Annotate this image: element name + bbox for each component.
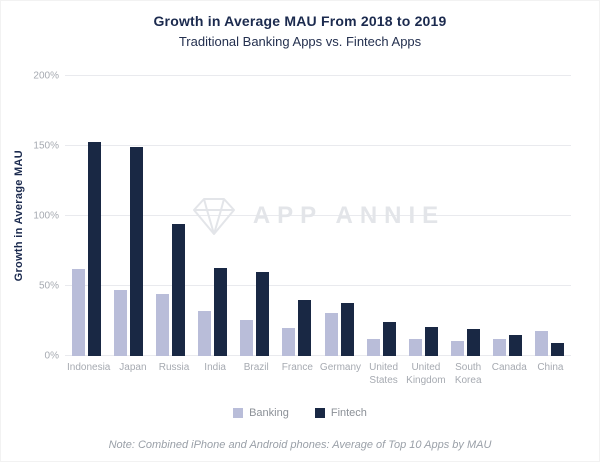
- bar-banking: [451, 340, 465, 356]
- x-axis-label: United States: [369, 362, 399, 386]
- bar-fintech: [171, 224, 185, 356]
- legend-label-banking: Banking: [249, 407, 289, 419]
- bar-group: [487, 76, 529, 356]
- x-axis-label: United Kingdom: [406, 362, 446, 386]
- bar-banking: [366, 339, 380, 356]
- chart-title: Growth in Average MAU From 2018 to 2019: [153, 13, 447, 29]
- legend: Banking Fintech: [1, 407, 599, 419]
- x-axis-label: Indonesia: [67, 362, 111, 373]
- bar-banking: [535, 330, 549, 356]
- x-axis-label: Canada: [491, 362, 527, 373]
- bar-group: [234, 76, 276, 356]
- bars-row: [65, 76, 571, 356]
- bar-group: [360, 76, 402, 356]
- bar-fintech: [298, 300, 312, 356]
- x-axis-label: Germany: [319, 362, 362, 373]
- y-axis-title-text: Growth in Average MAU: [13, 150, 25, 282]
- bar-fintech: [551, 343, 565, 356]
- bar-group: [65, 76, 107, 356]
- x-axis-label: India: [204, 362, 226, 373]
- x-axis-label: South Korea: [454, 362, 482, 386]
- y-tick-label: 100%: [33, 210, 59, 222]
- x-axis-label: Japan: [119, 362, 147, 373]
- bar-fintech: [467, 329, 481, 356]
- chart-subtitle: Traditional Banking Apps vs. Fintech App…: [178, 34, 422, 49]
- bar-banking: [493, 339, 507, 356]
- x-axis-labels: Indonesia Japan Russia India Brazil France Ger…: [65, 361, 571, 387]
- bar-group: [276, 76, 318, 356]
- y-tick-label: 50%: [38, 280, 59, 292]
- bar-fintech: [382, 322, 396, 356]
- bar-fintech: [340, 302, 354, 356]
- gridline: [65, 145, 571, 146]
- legend-label-fintech: Fintech: [330, 407, 367, 419]
- y-tick-label: 150%: [33, 140, 59, 152]
- legend-swatch-fintech: [314, 408, 325, 418]
- x-axis-label: China: [537, 362, 564, 373]
- bar-group: [107, 76, 149, 356]
- y-tick-label: 200%: [33, 70, 59, 82]
- legend-item-banking: Banking: [233, 407, 289, 419]
- bar-banking: [155, 294, 169, 356]
- bar-banking: [324, 312, 338, 356]
- gridline: [65, 215, 571, 216]
- bar-group: [529, 76, 571, 356]
- gridline: [65, 75, 571, 76]
- plot-area: APP ANNIE: [65, 75, 571, 356]
- x-axis-label: France: [281, 362, 313, 373]
- bar-fintech: [129, 147, 143, 356]
- bar-banking: [408, 339, 422, 356]
- gridline: [65, 285, 571, 286]
- bar-group: [149, 76, 191, 356]
- bar-group: [318, 76, 360, 356]
- legend-swatch-banking: [233, 408, 244, 418]
- bar-banking: [113, 290, 127, 356]
- x-axis-label: Brazil: [243, 362, 269, 373]
- y-tick-label: 0%: [44, 350, 59, 362]
- bar-group: [402, 76, 444, 356]
- bar-fintech: [509, 335, 523, 356]
- x-axis-label: Russia: [158, 362, 190, 373]
- bar-fintech: [214, 267, 228, 356]
- bar-banking: [71, 269, 85, 356]
- bar-fintech: [87, 141, 101, 356]
- bar-fintech: [424, 326, 438, 356]
- bar-group: [445, 76, 487, 356]
- gridline: [65, 355, 571, 356]
- bar-banking: [240, 319, 254, 356]
- bar-banking: [198, 311, 212, 356]
- footnote: Note: Combined iPhone and Android phones…: [108, 439, 492, 451]
- bar-banking: [282, 328, 296, 356]
- bar-fintech: [256, 272, 270, 356]
- y-axis-ticks: 0% 50% 100% 150% 200%: [25, 71, 59, 362]
- legend-item-fintech: Fintech: [314, 407, 367, 419]
- bar-group: [192, 76, 234, 356]
